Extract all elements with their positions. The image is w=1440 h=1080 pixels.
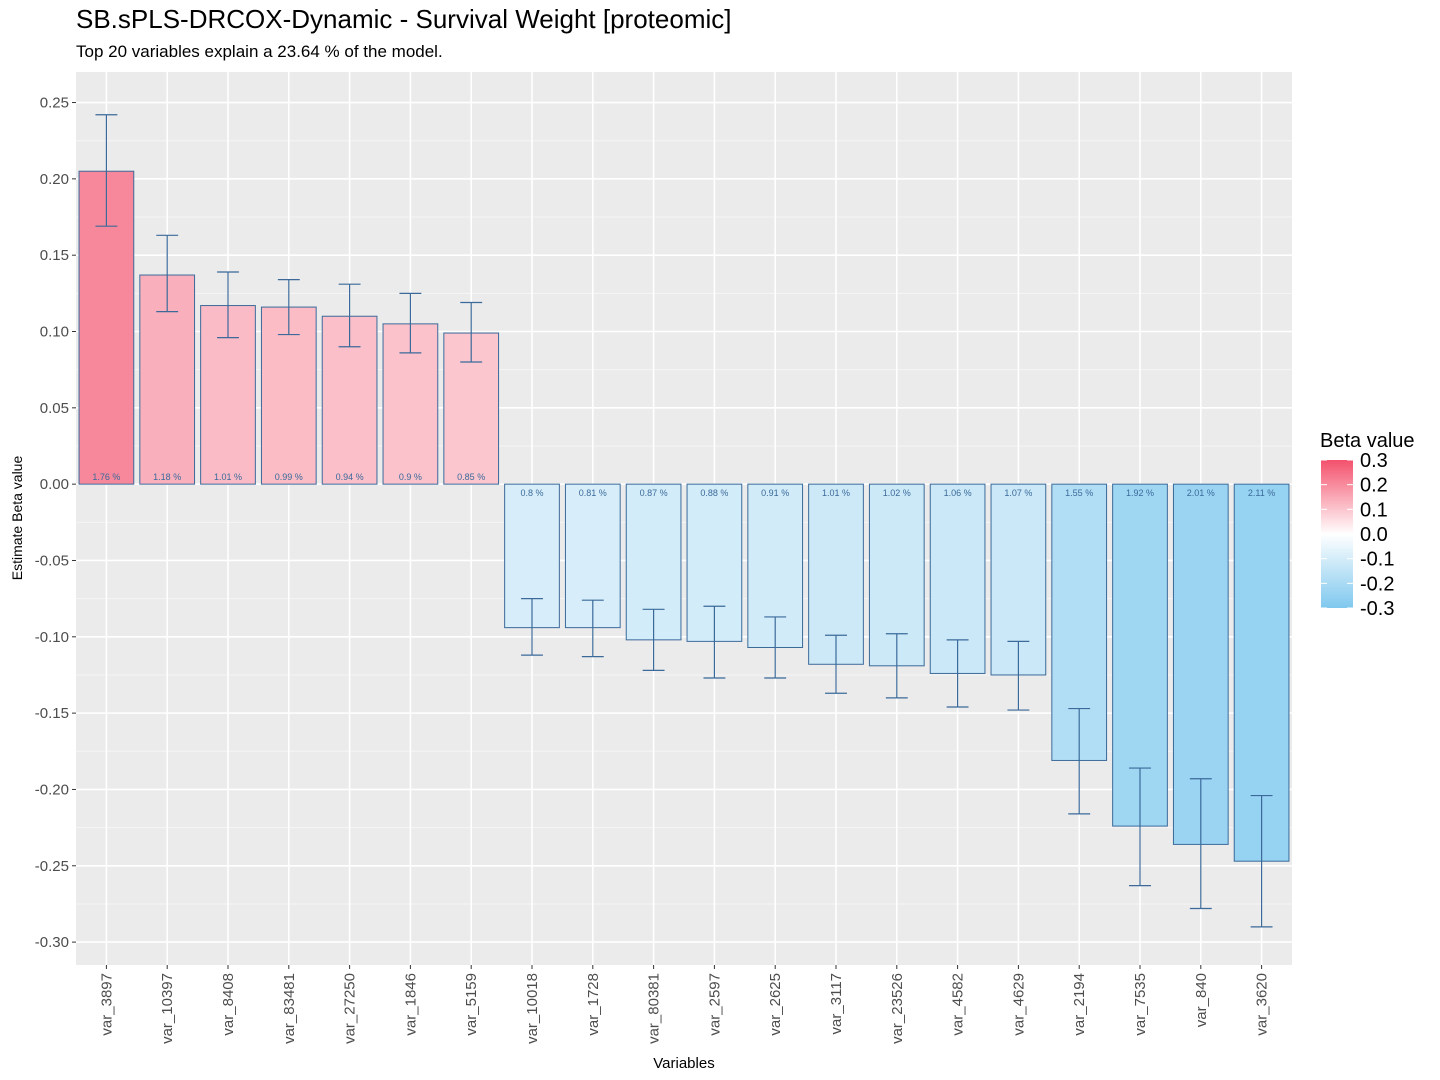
x-tick-label: var_4582 bbox=[950, 973, 967, 1036]
x-tick-label: var_4629 bbox=[1010, 973, 1027, 1036]
x-tick-label: var_27250 bbox=[342, 973, 359, 1044]
bar bbox=[260, 306, 317, 485]
x-tick-label: var_3620 bbox=[1254, 973, 1271, 1036]
x-tick-label: var_23526 bbox=[889, 973, 906, 1044]
legend-label: -0.3 bbox=[1360, 598, 1394, 620]
bar-label: 0.9 % bbox=[399, 472, 422, 482]
x-tick-label: var_2597 bbox=[706, 973, 723, 1036]
x-axis: var_3897 var_10397 var_8408 var_83481 var_27… bbox=[98, 965, 1271, 1044]
x-tick-label: var_3897 bbox=[98, 973, 115, 1036]
bar-label: 1.55 % bbox=[1065, 488, 1093, 498]
bar-label: 2.01 % bbox=[1187, 488, 1215, 498]
y-tick-label: -0.10 bbox=[35, 629, 69, 646]
legend-label: 0.2 bbox=[1360, 475, 1388, 497]
errorbars-group bbox=[95, 114, 1273, 928]
x-tick-label: var_5159 bbox=[463, 973, 480, 1036]
y-tick-label: 0.25 bbox=[40, 95, 69, 112]
bar-label: 1.76 % bbox=[92, 472, 120, 482]
y-tick-label: -0.05 bbox=[35, 552, 69, 569]
y-tick-label: -0.20 bbox=[35, 781, 69, 798]
x-tick-label: var_840 bbox=[1193, 973, 1210, 1027]
x-tick-label: var_1846 bbox=[402, 973, 419, 1036]
y-tick-label: -0.25 bbox=[35, 858, 69, 875]
x-tick-label: var_83481 bbox=[281, 973, 298, 1044]
x-tick-label: var_10397 bbox=[159, 973, 176, 1044]
bar-label: 0.91 % bbox=[761, 488, 789, 498]
bar-label: 0.81 % bbox=[579, 488, 607, 498]
legend-label: 0.1 bbox=[1360, 499, 1388, 521]
bar-label: 2.11 % bbox=[1248, 488, 1275, 498]
legend-title: Beta value bbox=[1320, 430, 1415, 452]
x-tick-label: var_3117 bbox=[828, 973, 845, 1034]
y-axis: 0.25 0.20 0.15 0.10 0.05 0.00 -0.05 -0.10 -0.15 -… bbox=[35, 95, 76, 951]
bar-label: 0.94 % bbox=[336, 472, 364, 482]
y-tick-label: 0.15 bbox=[40, 247, 69, 264]
bar-label: 0.87 % bbox=[640, 488, 668, 498]
legend-label: -0.1 bbox=[1360, 549, 1394, 571]
x-tick-label: var_2194 bbox=[1071, 973, 1088, 1036]
x-tick-label: var_7535 bbox=[1132, 973, 1149, 1036]
plot-panel bbox=[76, 72, 1292, 965]
x-tick-label: var_8408 bbox=[220, 973, 237, 1036]
x-tick-label: var_10018 bbox=[524, 973, 541, 1044]
legend-labels: 0.3 0.20.1 0.0 -0.1-0.2 -0.3 bbox=[1321, 450, 1394, 620]
y-tick-label: 0.00 bbox=[40, 476, 69, 493]
chart-title: SB.sPLS-DRCOX-Dynamic - Survival Weight … bbox=[76, 4, 732, 34]
bar-label: 1.01 % bbox=[214, 472, 242, 482]
bar-label: 1.92 % bbox=[1126, 488, 1154, 498]
legend-label: 0.0 bbox=[1360, 524, 1388, 546]
bar bbox=[808, 483, 864, 665]
y-tick-label: -0.30 bbox=[35, 934, 69, 951]
x-tick-label: var_80381 bbox=[646, 973, 663, 1044]
legend-label: -0.2 bbox=[1360, 573, 1394, 595]
y-tick-label: 0.05 bbox=[40, 400, 69, 417]
bar-label: 0.99 % bbox=[275, 472, 303, 482]
bar-label: 1.18 % bbox=[153, 472, 181, 482]
y-tick-label: 0.20 bbox=[40, 171, 69, 188]
bar-label: 0.88 % bbox=[700, 488, 728, 498]
y-tick-label: 0.10 bbox=[40, 324, 69, 341]
legend-label: 0.3 bbox=[1360, 450, 1388, 472]
bar-label: 1.07 % bbox=[1004, 488, 1032, 498]
x-axis-title: Variables bbox=[653, 1055, 714, 1072]
legend: Beta value 0.3 0.20.1 0.0 -0.1-0.2 -0.3 bbox=[1320, 430, 1415, 620]
x-tick-label: var_1728 bbox=[585, 973, 602, 1036]
chart-subtitle: Top 20 variables explain a 23.64 % of th… bbox=[76, 42, 443, 61]
y-tick-label: -0.15 bbox=[35, 705, 69, 722]
y-axis-title: Estimate Beta value bbox=[9, 456, 25, 581]
x-tick-label: var_2625 bbox=[767, 973, 784, 1036]
bar-label: 1.02 % bbox=[883, 488, 911, 498]
bar-label: 0.85 % bbox=[457, 472, 485, 482]
bar-label: 1.01 % bbox=[822, 488, 850, 498]
bar-label: 1.06 % bbox=[944, 488, 972, 498]
bar-labels-group: 1.76 % 1.18 % 1.01 % 0.99 % 0.94 % 0.9 % 0.85 … bbox=[92, 472, 1275, 498]
bar-label: 0.8 % bbox=[520, 488, 543, 498]
